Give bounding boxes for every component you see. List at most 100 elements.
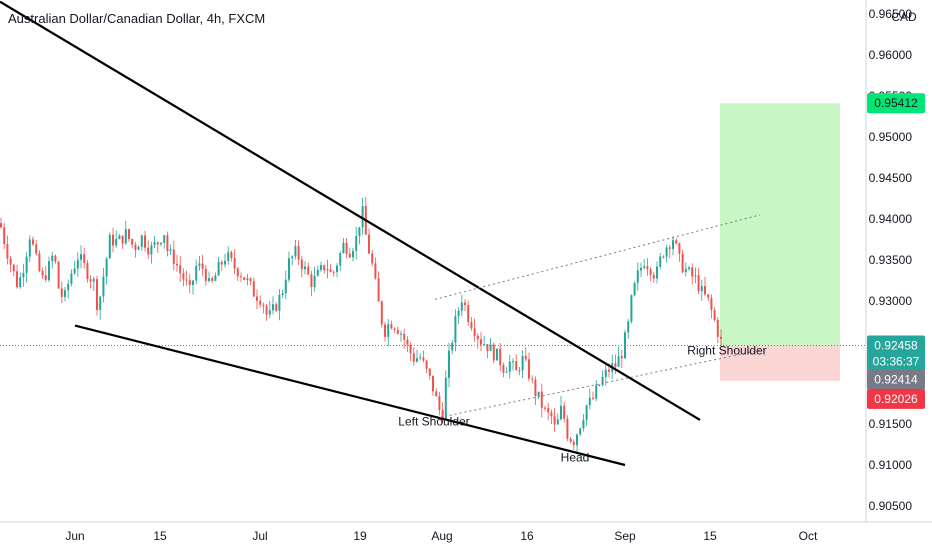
- candle-body: [73, 268, 76, 274]
- price-tick-label: 0.94500: [869, 171, 913, 185]
- target-price-badge-bg: [867, 93, 925, 114]
- candle-body: [83, 254, 86, 264]
- candle-body: [12, 264, 15, 272]
- candle-body: [544, 407, 546, 409]
- candle-body: [48, 261, 50, 280]
- candle-body: [601, 376, 604, 385]
- candle-body: [108, 234, 111, 259]
- entry-price-badge-bg: [867, 369, 925, 390]
- candle-body: [208, 278, 210, 281]
- candle-body: [278, 294, 281, 311]
- candle-body: [627, 321, 630, 333]
- price-tick-label: 0.90500: [869, 499, 913, 513]
- candle-body: [204, 268, 207, 281]
- candle-body: [537, 391, 540, 396]
- candle-body: [256, 296, 258, 301]
- candle-body: [624, 332, 626, 359]
- price-tick-label: 0.95000: [869, 130, 913, 144]
- candle-body: [310, 274, 313, 288]
- candle-body: [96, 279, 98, 310]
- candle-body: [515, 361, 518, 371]
- candle-body: [659, 256, 662, 267]
- candle-body: [230, 252, 233, 258]
- candle-body: [227, 252, 230, 261]
- candle-body: [316, 269, 319, 276]
- candle-body: [540, 391, 543, 408]
- time-tick-label: Oct: [799, 529, 818, 543]
- candle-body: [617, 356, 620, 367]
- candle-body: [220, 261, 223, 265]
- candle-body: [19, 277, 22, 288]
- target-price-badge: 0.95412: [874, 96, 918, 110]
- candle-body: [92, 279, 95, 282]
- candle-body: [524, 355, 527, 360]
- candle-body: [300, 259, 303, 270]
- candle-body: [272, 304, 274, 311]
- candle-body: [102, 276, 105, 297]
- candle-body: [355, 235, 358, 251]
- candle-body: [64, 290, 66, 297]
- candle-body: [380, 301, 383, 325]
- candle-body: [188, 280, 191, 286]
- candle-body: [518, 370, 521, 372]
- candle-body: [716, 319, 719, 337]
- channel-line: [434, 214, 761, 300]
- candle-body: [502, 365, 505, 373]
- candle-body: [268, 310, 271, 315]
- candle-body: [352, 250, 354, 258]
- price-tick-label: 0.91500: [869, 417, 913, 431]
- candle-body: [348, 253, 351, 258]
- candle-body: [224, 260, 226, 265]
- stop-price-badge: 0.92026: [874, 392, 918, 406]
- candle-body: [707, 294, 710, 298]
- loss-zone: [720, 345, 840, 381]
- stop-price-badge-bg: [867, 388, 925, 409]
- candle-body: [115, 239, 118, 246]
- candle-body: [252, 281, 255, 297]
- candle-body: [0, 223, 2, 228]
- candle-body: [710, 297, 713, 311]
- candle-body: [131, 239, 134, 245]
- candle-body: [198, 263, 201, 266]
- candle-body: [185, 279, 188, 281]
- candle-body: [403, 333, 406, 340]
- time-tick-label: 16: [520, 529, 534, 543]
- candle-body: [169, 249, 172, 252]
- candle-body: [451, 342, 454, 351]
- annotations: Left Shoulder Head Right Shoulder: [398, 343, 766, 464]
- candle-body: [672, 240, 674, 249]
- candle-body: [201, 263, 204, 269]
- candle-body: [89, 279, 92, 282]
- candle-body: [720, 336, 722, 339]
- candle-body: [553, 416, 556, 425]
- candle-body: [547, 408, 550, 413]
- candle-body: [704, 286, 706, 295]
- candle-body: [652, 274, 655, 279]
- time-tick-label: 19: [353, 529, 367, 543]
- candle-body: [534, 379, 537, 396]
- candle-body: [480, 339, 482, 345]
- candle-body: [438, 396, 441, 411]
- candle-body: [211, 278, 214, 281]
- candle-body: [124, 229, 127, 244]
- candle-body: [25, 256, 28, 273]
- candle-body: [563, 405, 566, 419]
- candle-body: [320, 265, 322, 270]
- candle-body: [473, 328, 476, 336]
- candle-body: [246, 278, 249, 280]
- time-axis[interactable]: Jun 15 Jul 19 Aug 16 Sep 15 Oct: [65, 529, 818, 543]
- candle-body: [44, 275, 47, 280]
- candle-body: [390, 324, 393, 329]
- candle-body: [249, 278, 252, 282]
- candle-body: [371, 253, 374, 264]
- candle-body: [150, 245, 153, 255]
- time-tick-label: Sep: [614, 529, 636, 543]
- candle-body: [460, 302, 463, 311]
- candle-body: [492, 344, 495, 361]
- candle-body: [556, 419, 559, 425]
- candle-body: [304, 266, 306, 270]
- candle-body: [428, 368, 431, 376]
- candle-body: [172, 249, 175, 264]
- candle-body: [505, 371, 508, 373]
